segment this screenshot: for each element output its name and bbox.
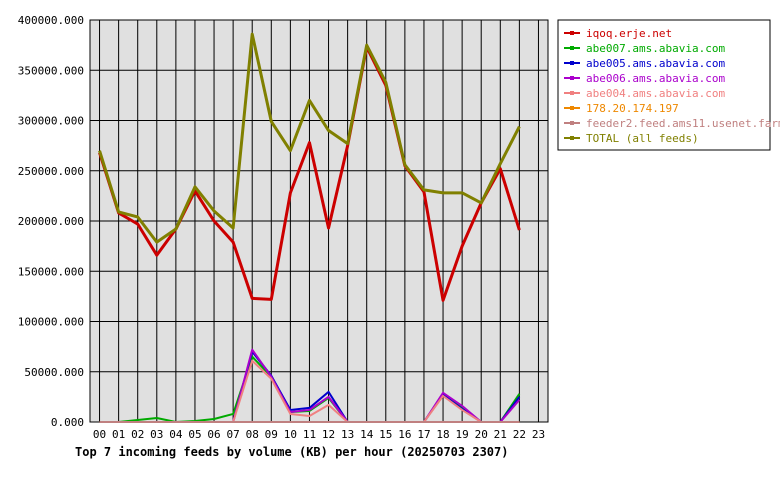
y-tick-label: 200000.000 — [18, 215, 84, 228]
series-line-8 — [98, 32, 521, 244]
x-tick-label: 10 — [284, 428, 297, 441]
y-axis-ticks: 0.000 50000.000 100000.000 150000.000 200000… — [18, 14, 84, 429]
x-tick-label: 13 — [341, 428, 354, 441]
legend-label: 178.20.174.197 — [586, 102, 679, 115]
series-lines — [98, 32, 521, 423]
x-tick-label: 08 — [246, 428, 259, 441]
legend-marker — [570, 31, 574, 35]
x-tick-label: 01 — [112, 428, 125, 441]
legend-label: abe007.ams.abavia.com — [586, 42, 725, 55]
y-tick-label: 50000.000 — [24, 366, 84, 379]
legend-marker — [570, 46, 574, 50]
x-tick-label: 18 — [436, 428, 449, 441]
y-tick-label: 350000.000 — [18, 64, 84, 77]
x-tick-label: 19 — [456, 428, 469, 441]
legend-label: abe005.ams.abavia.com — [586, 57, 725, 70]
x-tick-label: 17 — [417, 428, 430, 441]
x-tick-label: 02 — [131, 428, 144, 441]
legend-label: iqoq.erje.net — [586, 27, 672, 40]
x-tick-label: 09 — [265, 428, 278, 441]
legend-marker — [570, 91, 574, 95]
y-tick-label: 150000.000 — [18, 265, 84, 278]
legend-marker — [570, 121, 574, 125]
y-tick-label: 400000.000 — [18, 14, 84, 27]
y-tick-label: 0.000 — [51, 416, 84, 429]
y-tick-label: 250000.000 — [18, 165, 84, 178]
legend-label: abe004.ams.abavia.com — [586, 87, 725, 100]
chart-title: Top 7 incoming feeds by volume (KB) per … — [75, 445, 508, 459]
y-tick-label: 100000.000 — [18, 316, 84, 329]
x-tick-label: 21 — [494, 428, 507, 441]
x-tick-label: 20 — [475, 428, 488, 441]
series-line-1 — [98, 45, 521, 302]
x-tick-label: 12 — [322, 428, 335, 441]
x-tick-label: 11 — [303, 428, 316, 441]
legend-label: abe006.ams.abavia.com — [586, 72, 725, 85]
legend-label: feeder2.feed.ams11.usenet.farm — [586, 117, 780, 130]
x-tick-label: 15 — [379, 428, 392, 441]
legend-marker — [570, 61, 574, 65]
x-tick-label: 07 — [227, 428, 240, 441]
x-tick-label: 00 — [93, 428, 106, 441]
x-tick-label: 16 — [398, 428, 411, 441]
x-tick-label: 22 — [513, 428, 526, 441]
x-tick-label: 14 — [360, 428, 374, 441]
legend: iqoq.erje.net abe007.ams.abavia.com abe005… — [564, 27, 780, 145]
x-tick-label: 03 — [150, 428, 163, 441]
x-axis-ticks: 00 01 02 03 04 05 06 07 08 09 10 11 12 13 14 15 16 17 18 19… — [93, 428, 545, 441]
legend-box — [557, 19, 771, 151]
legend-marker — [570, 136, 574, 140]
y-tick-label: 300000.000 — [18, 115, 84, 128]
x-tick-label: 06 — [207, 428, 220, 441]
x-tick-label: 05 — [188, 428, 201, 441]
legend-marker — [570, 76, 574, 80]
x-tick-label: 04 — [169, 428, 183, 441]
legend-marker — [570, 106, 574, 110]
x-tick-label: 23 — [532, 428, 545, 441]
legend-label: TOTAL (all feeds) — [586, 132, 699, 145]
